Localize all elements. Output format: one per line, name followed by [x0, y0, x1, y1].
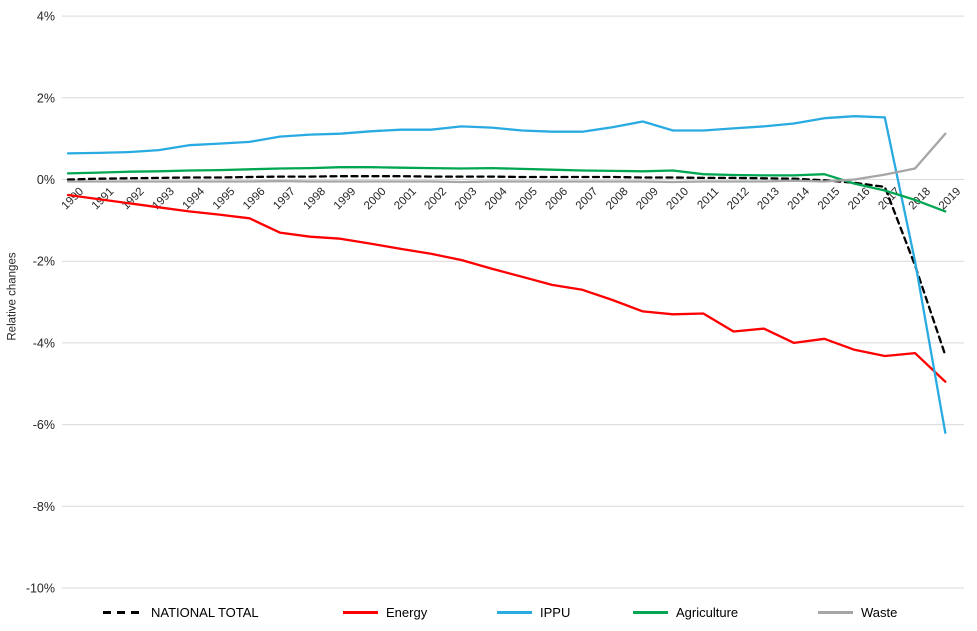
x-tick-label: 2009 — [634, 186, 661, 213]
x-tick-label: 2019 — [937, 186, 964, 213]
legend-label-waste: Waste — [861, 604, 898, 620]
legend-label-ippu: IPPU — [540, 604, 571, 620]
series-line-energy — [66, 193, 947, 383]
legend-label-national-total: NATIONAL TOTAL — [151, 604, 259, 620]
legend-marker-waste — [818, 610, 853, 614]
legend-item-national-total: NATIONAL TOTAL — [103, 600, 259, 624]
x-tick-label: 2011 — [695, 186, 721, 212]
legend-item-ippu: IPPU — [497, 600, 570, 624]
x-tick-label: 1996 — [241, 186, 268, 213]
x-tick-label: 2003 — [453, 186, 480, 213]
series-line-ippu — [66, 115, 947, 434]
legend-label-energy: Energy — [386, 604, 428, 620]
x-tick-label: 2000 — [362, 186, 389, 213]
y-tick-label: -8% — [33, 500, 55, 514]
y-tick-label: 2% — [37, 91, 55, 105]
x-tick-label: 1997 — [271, 186, 298, 213]
legend-item-waste: Waste — [818, 600, 897, 624]
y-tick-label: 4% — [37, 10, 55, 24]
y-tick-label: -2% — [33, 255, 55, 269]
legend-marker-national-total — [103, 610, 143, 614]
x-tick-label: 2016 — [846, 186, 873, 213]
series-line-agriculture — [66, 166, 947, 213]
x-tick-label: 1995 — [211, 186, 238, 213]
x-tick-label: 2006 — [544, 186, 571, 213]
x-tick-label: 2015 — [816, 186, 843, 213]
chart-legend: NATIONAL TOTAL Energy IPPU Agriculture W… — [0, 600, 977, 628]
x-tick-label: 2007 — [574, 186, 601, 213]
x-tick-label: 1999 — [332, 186, 359, 213]
x-tick-label: 2010 — [665, 186, 692, 213]
x-tick-label: 2012 — [725, 186, 752, 213]
x-tick-label: 2002 — [423, 186, 450, 213]
x-tick-label: 2004 — [483, 185, 510, 212]
legend-label-agriculture: Agriculture — [676, 604, 739, 620]
x-tick-label: 1994 — [181, 185, 208, 212]
line-chart-plot-area: 4%2%0%-2%-4%-6%-8%-10%1990 1991 1992 1993 19… — [26, 10, 964, 596]
x-tick-label: 1992 — [120, 186, 147, 213]
x-tick-label: 1990 — [60, 186, 87, 213]
x-tick-label: 2014 — [786, 185, 813, 212]
legend-marker-agriculture — [633, 610, 668, 614]
y-tick-label: -10% — [26, 582, 55, 596]
x-tick-label: 2001 — [392, 186, 419, 213]
y-tick-label: -6% — [33, 418, 55, 432]
y-tick-label: 0% — [37, 173, 55, 187]
legend-marker-energy — [343, 610, 378, 614]
y-tick-label: -4% — [33, 336, 55, 350]
legend-marker-ippu — [497, 610, 532, 614]
series-line-waste — [66, 132, 947, 184]
legend-item-agriculture: Agriculture — [633, 600, 738, 624]
x-tick-label: 1998 — [302, 186, 329, 213]
x-tick-label: 2005 — [513, 186, 540, 213]
x-tick-label: 2013 — [755, 186, 782, 213]
series-line-national-total — [66, 175, 947, 357]
x-tick-label: 2008 — [604, 186, 631, 213]
legend-item-energy: Energy — [343, 600, 427, 624]
